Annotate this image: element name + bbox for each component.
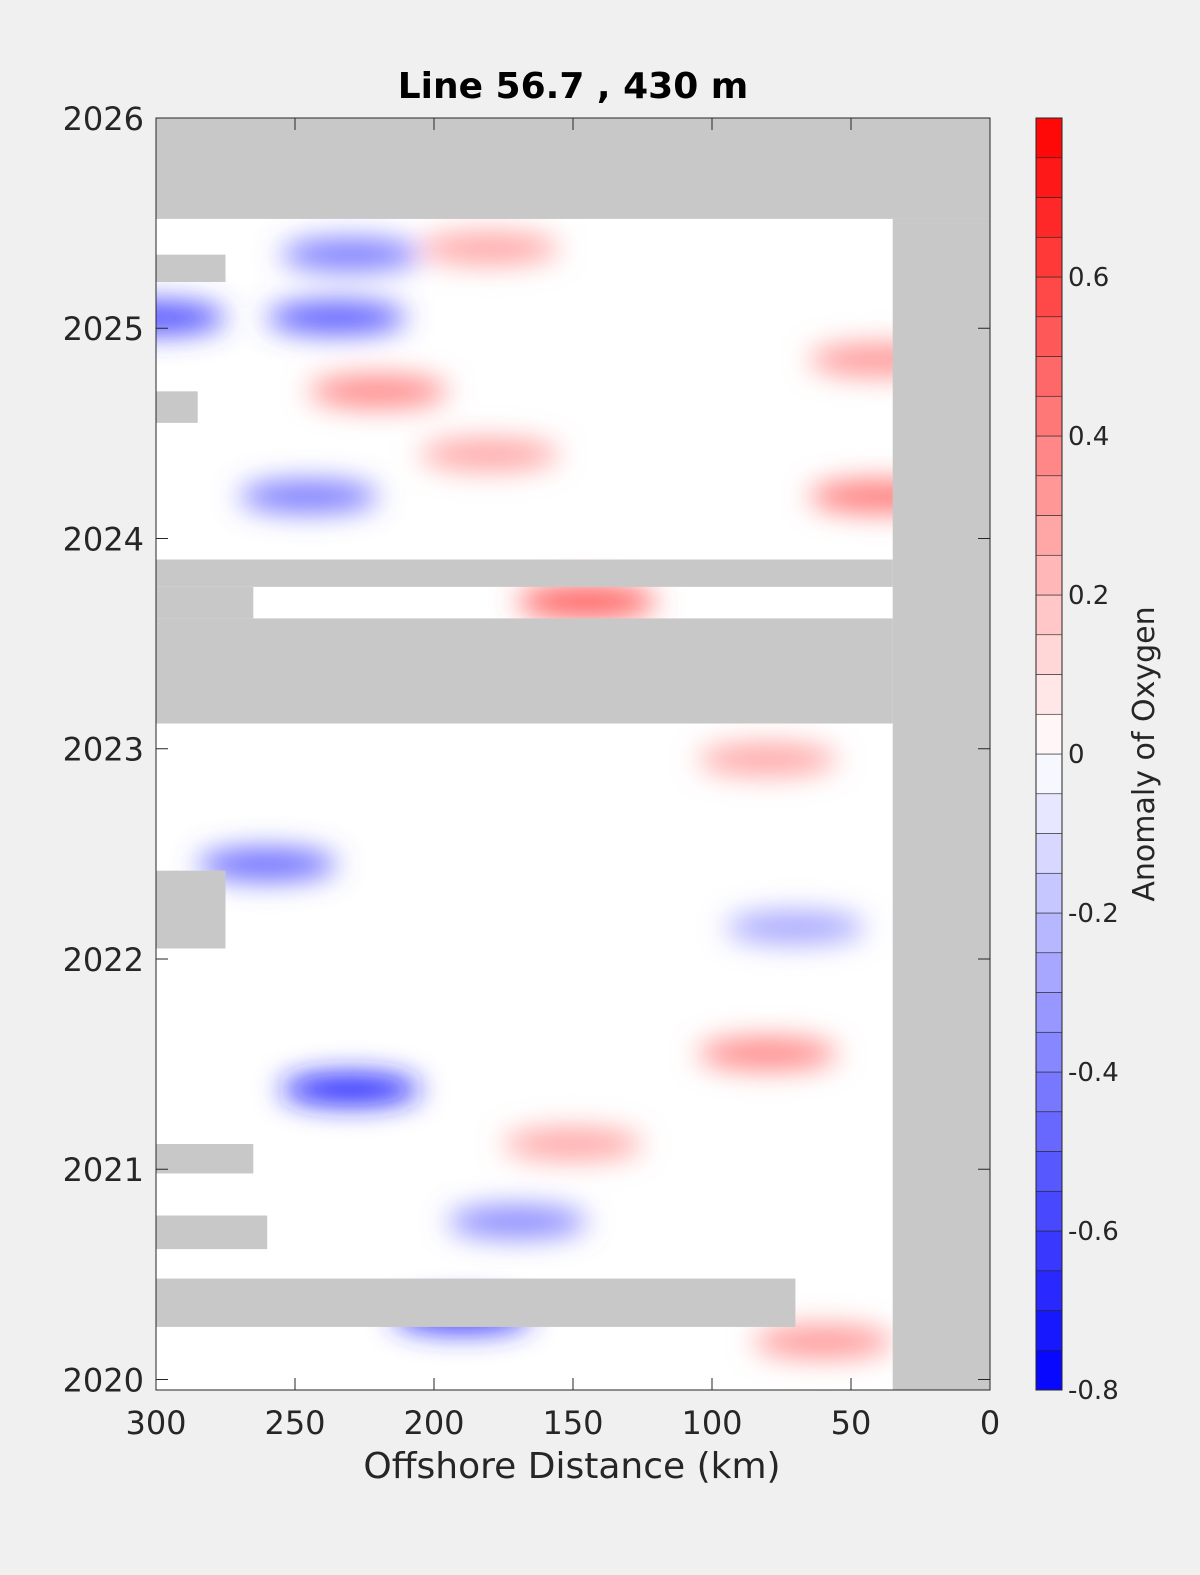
anomaly-feature [697, 1037, 838, 1070]
colorbar-level [1035, 753, 1063, 795]
plot-area: 300 250 200 150 100 50 0 202020212022202320242… [63, 100, 1001, 1442]
colorbar-level [1035, 157, 1063, 198]
anomaly-feature [280, 1073, 421, 1106]
colorbar-level [1035, 515, 1063, 556]
y-tick-label: 2023 [63, 731, 144, 769]
colorbar-tick-label: 0.6 [1068, 263, 1109, 293]
colorbar-level [1035, 674, 1063, 715]
colorbar-level [1035, 1111, 1063, 1152]
anomaly-feature [308, 375, 449, 408]
anomaly-feature [503, 1128, 643, 1161]
anomaly-feature [419, 438, 560, 471]
colorbar-tick-label: -0.4 [1068, 1058, 1119, 1088]
anomaly-feature [238, 480, 379, 513]
x-axis-label: Offshore Distance (km) [363, 1446, 780, 1487]
colorbar-level [1035, 197, 1063, 238]
no-data-band [156, 254, 226, 282]
colorbar-level [1035, 276, 1063, 318]
y-tick-label: 2024 [63, 520, 144, 558]
colorbar-level [1035, 1349, 1063, 1391]
no-data-band [156, 1278, 796, 1327]
anomaly-feature [419, 232, 560, 265]
x-tick-label: 200 [403, 1404, 464, 1442]
anomaly-feature [197, 848, 338, 881]
anomaly-feature [516, 585, 657, 618]
no-data-band [156, 118, 990, 219]
colorbar-level [1035, 833, 1063, 874]
colorbar-level [1035, 1031, 1063, 1073]
no-data-regions [156, 118, 990, 1390]
anomaly-feature [725, 911, 866, 944]
colorbar-tick-label: 0.2 [1068, 581, 1109, 611]
colorbar-level [1035, 236, 1063, 278]
colorbar-level [1035, 1230, 1063, 1272]
colorbar-level [1035, 1310, 1063, 1351]
colorbar-ticks: -0.8 -0.6 -0.4 -0.2 0 0.2 0.4 0.6 [1068, 263, 1119, 1406]
anomaly-feature [266, 301, 407, 334]
colorbar: -0.8 -0.6 -0.4 -0.2 0 0.2 0.4 0.6 Anomaly of Ox… [1035, 117, 1162, 1406]
colorbar-tick-label: -0.6 [1068, 1217, 1119, 1247]
colorbar-label: Anomaly of Oxygen [1127, 606, 1162, 901]
y-axis-ticks: 2020 2021 2022 2023 2024 2025 2026 [63, 100, 990, 1399]
no-data-band [156, 1215, 268, 1250]
anomaly-feature [447, 1205, 588, 1238]
no-data-band [156, 1144, 254, 1174]
colorbar-tick-label: -0.2 [1068, 899, 1119, 929]
no-data-band [892, 218, 990, 1390]
no-data-band [156, 391, 198, 423]
anomaly-feature [280, 238, 421, 271]
colorbar-frame [1035, 117, 1063, 1391]
colorbar-level [1035, 356, 1063, 397]
anomaly-feature [156, 301, 226, 334]
y-tick-label: 2020 [63, 1361, 144, 1399]
no-data-band [156, 870, 226, 949]
y-tick-label: 2025 [63, 310, 144, 348]
colorbar-level [1035, 554, 1063, 596]
x-tick-label: 250 [264, 1404, 325, 1442]
no-data-band [156, 559, 893, 587]
colorbar-level [1035, 1270, 1063, 1311]
chart-title: Line 56.7 , 430 m [398, 66, 749, 107]
y-tick-label: 2026 [63, 100, 144, 138]
colorbar-level [1035, 793, 1063, 834]
x-tick-label: 100 [681, 1404, 742, 1442]
colorbar-level [1035, 475, 1063, 516]
colorbar-tick-label: -0.8 [1068, 1376, 1119, 1406]
x-tick-label: 0 [980, 1404, 1000, 1442]
colorbar-level [1035, 952, 1063, 993]
colorbar-level [1035, 912, 1063, 954]
no-data-band [156, 586, 254, 619]
colorbar-level [1035, 435, 1063, 477]
x-tick-label: 150 [542, 1404, 603, 1442]
x-tick-label: 300 [125, 1404, 186, 1442]
colorbar-level [1035, 1151, 1063, 1192]
colorbar-level [1035, 992, 1063, 1033]
no-data-band [156, 618, 893, 724]
x-axis-ticks: 300 250 200 150 100 50 0 [125, 118, 1000, 1442]
colorbar-level [1035, 594, 1063, 636]
y-tick-label: 2021 [63, 1151, 144, 1189]
colorbar-swatches [1035, 117, 1063, 1391]
colorbar-level [1035, 634, 1063, 675]
y-tick-label: 2022 [63, 941, 144, 979]
anomaly-feature [697, 743, 838, 776]
colorbar-tick-label: 0.4 [1068, 422, 1109, 452]
colorbar-level [1035, 117, 1063, 159]
x-tick-label: 50 [831, 1404, 872, 1442]
colorbar-level [1035, 872, 1063, 914]
colorbar-level [1035, 1071, 1063, 1113]
colorbar-level [1035, 713, 1063, 755]
anomaly-feature [753, 1325, 894, 1358]
colorbar-level [1035, 395, 1063, 437]
colorbar-level [1035, 316, 1063, 357]
colorbar-tick-label: 0 [1068, 740, 1085, 770]
colorbar-level [1035, 1190, 1063, 1232]
